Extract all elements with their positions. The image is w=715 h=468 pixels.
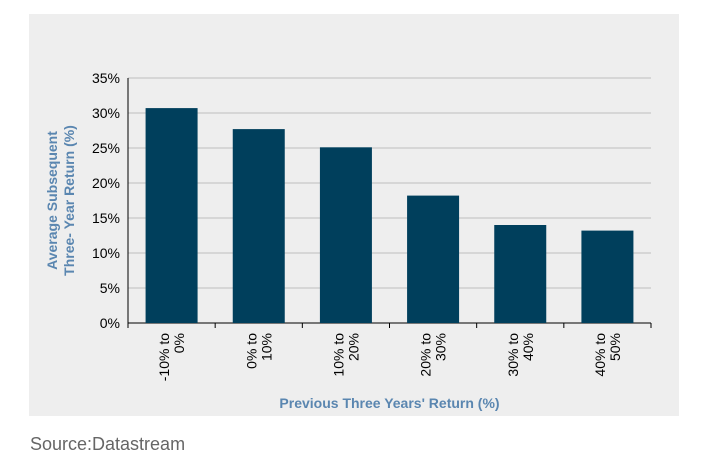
chart-panel: 0% 5% 10% 15% 20% 25% 30% 35% -10% to 0% 0% to 10% 1… bbox=[29, 14, 679, 416]
x-tick-label-line: 20% to bbox=[418, 333, 434, 377]
x-tick-label: 0% to 10% bbox=[243, 333, 274, 369]
x-tick-label-line: -10% to bbox=[156, 333, 172, 381]
y-tick-label: 5% bbox=[100, 280, 120, 296]
x-tick-label-line: 10% bbox=[258, 333, 274, 361]
x-tick-label: 40% to 50% bbox=[592, 333, 623, 377]
x-tick-label: 20% to 30% bbox=[418, 333, 449, 377]
x-tick-label-line: 30% bbox=[433, 333, 449, 361]
x-tick-label-line: 40% bbox=[520, 333, 536, 361]
x-tick-label-line: 20% bbox=[345, 333, 361, 361]
y-axis-title-line: Average Subsequent bbox=[44, 131, 60, 270]
y-tick-label: 15% bbox=[92, 210, 120, 226]
bar bbox=[581, 230, 634, 323]
bar bbox=[407, 195, 460, 323]
x-tick-label: 10% to 20% bbox=[330, 333, 361, 377]
y-axis-title-line: Three- Year Return (%) bbox=[61, 125, 77, 276]
x-tick-label-line: 50% bbox=[607, 333, 623, 361]
bar bbox=[319, 147, 372, 323]
y-tick-label: 30% bbox=[92, 105, 120, 121]
bar bbox=[494, 225, 547, 323]
bar bbox=[145, 108, 198, 323]
y-tick-label: 0% bbox=[100, 315, 120, 331]
y-tick-label: 20% bbox=[92, 175, 120, 191]
y-tick-label: 35% bbox=[92, 70, 120, 86]
x-tick-label-line: 40% to bbox=[592, 333, 608, 377]
x-tick-label-line: 30% to bbox=[505, 333, 521, 377]
y-tick-label: 25% bbox=[92, 140, 120, 156]
bar bbox=[232, 129, 285, 323]
y-axis-title: Average Subsequent Three- Year Return (%) bbox=[44, 125, 77, 276]
y-tick-label: 10% bbox=[92, 245, 120, 261]
x-tick-label: -10% to 0% bbox=[156, 333, 187, 381]
bar-chart: 0%5%10%15%20%25%30%35%-10% to 0% 0% to 10% 1… bbox=[44, 70, 652, 411]
source-note: Source:Datastream bbox=[30, 434, 186, 454]
x-axis-title: Previous Three Years' Return (%) bbox=[279, 395, 499, 411]
x-tick-label: 30% to 40% bbox=[505, 333, 536, 377]
x-tick-label-line: 0% bbox=[171, 333, 187, 353]
x-tick-label-line: 10% to bbox=[330, 333, 346, 377]
x-tick-label-line: 0% to bbox=[243, 333, 259, 369]
